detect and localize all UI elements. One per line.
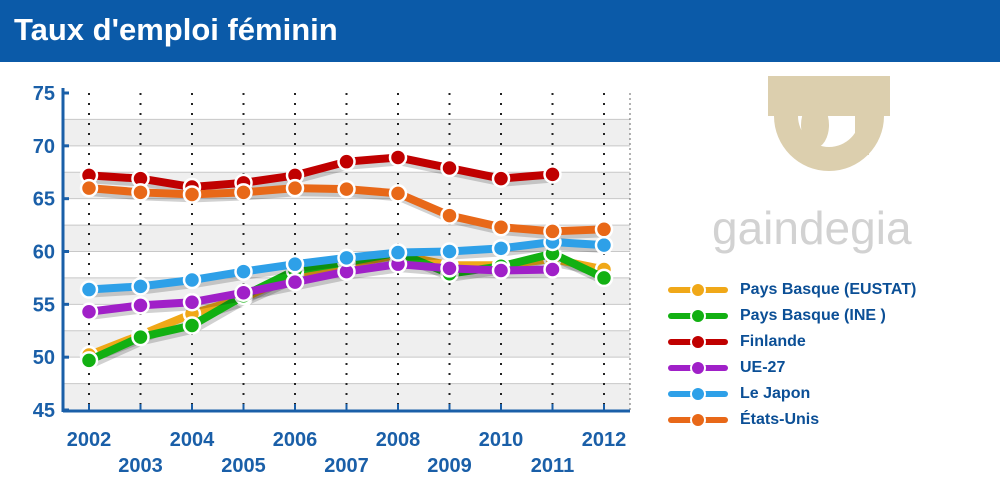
data-point <box>79 178 99 198</box>
data-point <box>182 292 202 312</box>
logo-text: gaindegia <box>712 202 912 254</box>
data-point <box>337 248 356 268</box>
data-point <box>182 316 202 335</box>
data-point <box>337 152 356 171</box>
data-point <box>285 178 305 198</box>
data-point <box>491 261 511 280</box>
data-point <box>594 235 614 255</box>
data-point <box>594 220 614 239</box>
legend-item: Pays Basque (EUSTAT) <box>668 280 916 300</box>
data-point <box>79 302 99 321</box>
data-point <box>285 254 305 274</box>
legend-swatch <box>668 410 728 430</box>
legend-item: Pays Basque (INE ) <box>668 306 886 326</box>
legend-swatch <box>668 332 728 352</box>
series--tats-unis <box>79 178 614 241</box>
data-point <box>440 206 459 225</box>
legend-label: Finlande <box>740 333 806 350</box>
y-tick-label: 65 <box>33 189 55 211</box>
y-tick-label: 45 <box>33 400 55 422</box>
legend-label: Pays Basque (EUSTAT) <box>740 281 917 298</box>
data-point <box>234 283 253 302</box>
data-point <box>594 268 614 288</box>
x-tick-label: 2007 <box>324 455 369 477</box>
logo-eye <box>801 102 829 148</box>
x-tick-label: 2004 <box>170 429 215 451</box>
series-line <box>85 260 557 316</box>
x-tick-label: 2009 <box>427 455 472 477</box>
page-title: Taux d'emploi féminin <box>14 12 338 47</box>
x-tick-label: 2012 <box>582 429 627 451</box>
data-point <box>491 217 511 237</box>
data-point <box>440 242 459 261</box>
legend-swatch <box>668 384 728 404</box>
data-point <box>79 351 99 370</box>
data-point <box>234 262 253 281</box>
data-point <box>440 259 459 278</box>
y-tick-label: 75 <box>33 83 55 105</box>
data-point <box>543 222 562 241</box>
y-tick-label: 50 <box>33 347 55 369</box>
data-point <box>491 239 511 258</box>
data-point <box>543 165 562 184</box>
legend-label: États-Unis <box>740 411 820 428</box>
data-point <box>182 185 202 204</box>
gaindegia-logo: gaindegia <box>712 76 920 254</box>
data-point <box>285 272 305 292</box>
data-point <box>131 183 150 202</box>
legend-swatch <box>668 280 728 300</box>
legend-swatch <box>668 306 728 326</box>
series-line <box>85 153 557 192</box>
x-tick-label: 2008 <box>376 429 421 451</box>
legend-item: Finlande <box>668 332 806 352</box>
header-bar: Taux d'emploi féminin <box>0 0 1000 62</box>
x-tick-label: 2003 <box>118 455 163 477</box>
x-tick-label: 2005 <box>221 455 266 477</box>
data-point <box>491 169 511 188</box>
y-tick-label: 60 <box>33 242 55 264</box>
logo-arc <box>774 116 884 171</box>
data-point <box>388 184 408 203</box>
y-tick-label: 70 <box>33 136 55 158</box>
x-tick-label: 2002 <box>67 429 112 451</box>
legend-item: Le Japon <box>668 384 810 404</box>
y-tick-label: 55 <box>33 294 55 316</box>
data-point <box>79 280 99 299</box>
legend-label: Pays Basque (INE ) <box>740 307 886 324</box>
legend-item: UE-27 <box>668 358 785 378</box>
logo-stem <box>855 105 869 155</box>
data-point <box>131 296 150 315</box>
data-point <box>388 148 408 167</box>
data-point <box>388 243 408 262</box>
legend-swatch <box>668 358 728 378</box>
legend-label: Le Japon <box>740 385 811 402</box>
data-point <box>337 179 356 199</box>
data-point <box>234 183 253 202</box>
data-point <box>440 158 459 178</box>
x-tick-label: 2006 <box>273 429 318 451</box>
data-point <box>131 327 150 347</box>
legend-label: UE-27 <box>740 359 786 376</box>
x-tick-label: 2011 <box>531 455 574 477</box>
data-point <box>182 270 202 290</box>
data-point <box>131 277 150 296</box>
x-tick-label: 2010 <box>479 429 524 451</box>
legend-item: États-Unis <box>668 410 819 430</box>
data-point <box>543 260 562 279</box>
